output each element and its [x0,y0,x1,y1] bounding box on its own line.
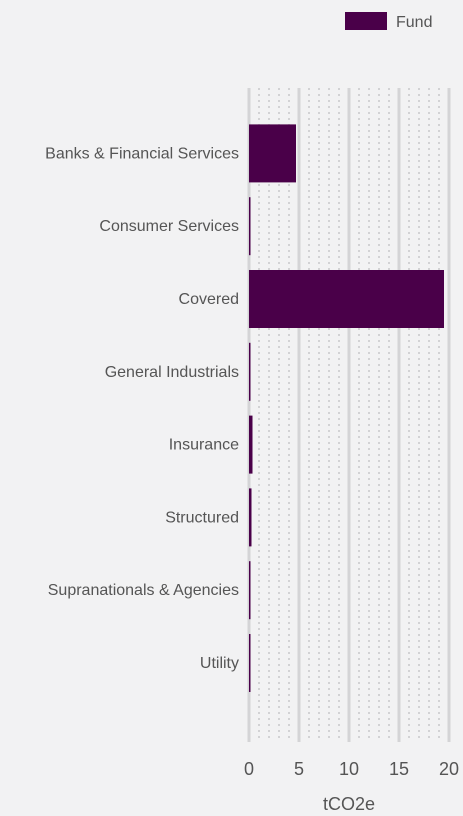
category-label: Supranationals & Agencies [48,582,239,599]
bars [249,124,444,692]
bar[interactable] [249,270,444,328]
x-axis-title: tCO2e [323,794,375,814]
x-tick-labels: 0 5 10 15 20 [244,759,459,779]
category-label: Insurance [169,437,239,454]
category-label: Consumer Services [99,218,239,235]
x-tick-label: 10 [339,759,359,779]
legend-label-fund: Fund [396,14,432,31]
legend[interactable]: Fund [345,12,432,31]
gridlines [247,88,451,742]
bar[interactable] [249,415,253,474]
category-label: Banks & Financial Services [45,145,239,162]
legend-swatch-fund [345,12,387,30]
bar[interactable] [249,342,251,401]
x-tick-label: 15 [389,759,409,779]
bar[interactable] [249,488,252,547]
bar[interactable] [249,124,296,183]
bar[interactable] [249,197,251,256]
x-tick-label: 20 [439,759,459,779]
category-label: Structured [165,509,239,526]
category-label: Utility [200,655,239,672]
category-label: Covered [179,291,239,308]
category-label: General Industrials [105,364,239,381]
category-labels: Banks & Financial Services Consumer Servi… [45,145,239,672]
x-tick-label: 0 [244,759,254,779]
bar[interactable] [249,634,251,692]
bar[interactable] [249,561,251,620]
x-tick-label: 5 [294,759,304,779]
